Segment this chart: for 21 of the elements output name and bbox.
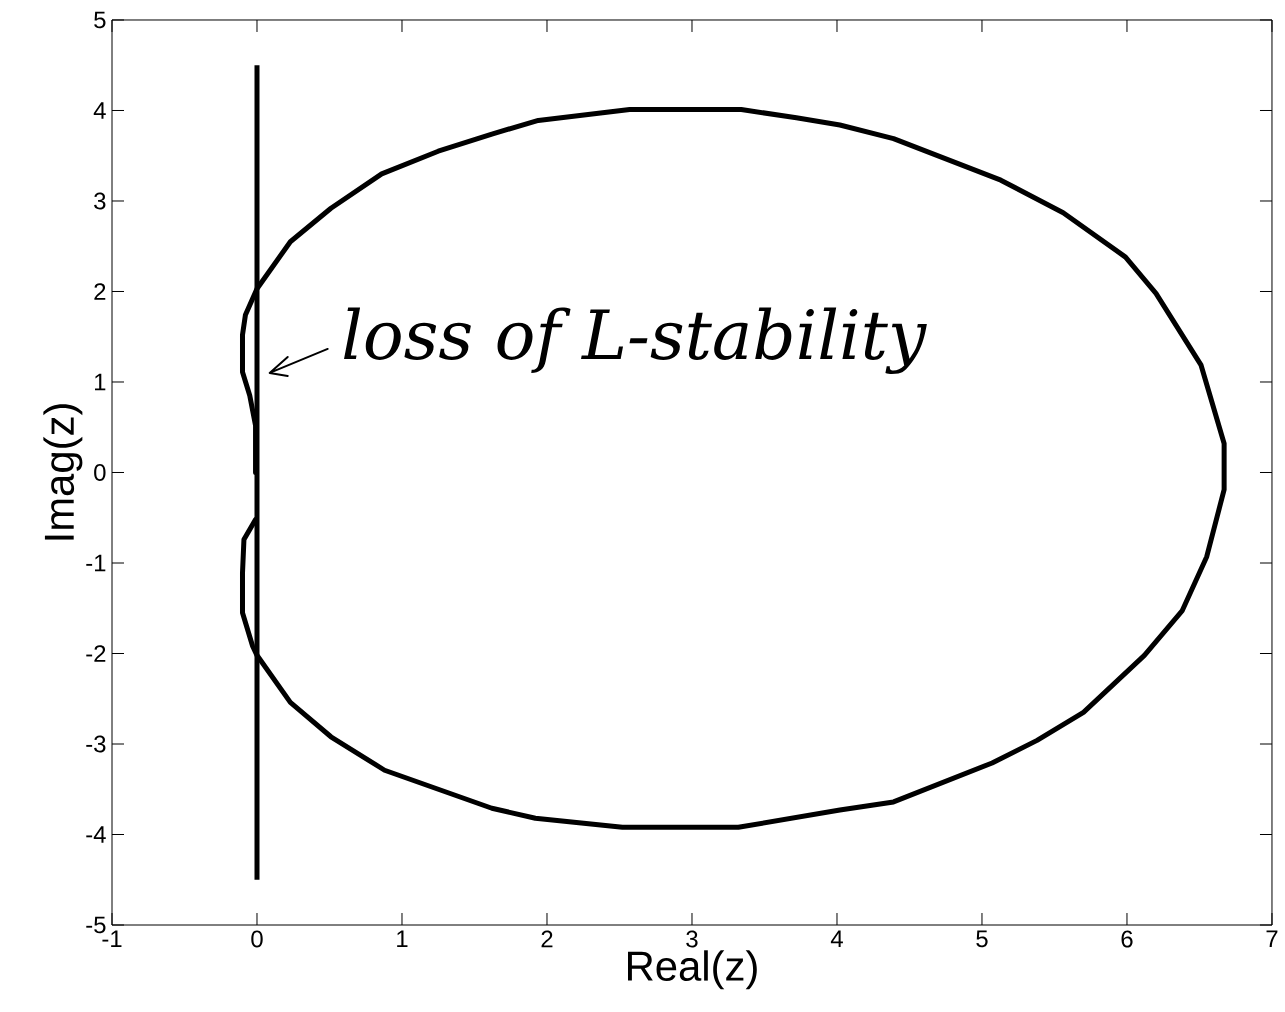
annotation: loss of L-stability bbox=[344, 307, 927, 374]
x-tick-label: 5 bbox=[976, 930, 988, 948]
y-tick-label: 4 bbox=[93, 102, 106, 119]
x-tick-label: 0 bbox=[251, 930, 263, 948]
y-tick-label: -2 bbox=[86, 645, 106, 662]
x-tick-label: 4 bbox=[830, 930, 843, 947]
x-tick-label: 6 bbox=[1121, 930, 1133, 948]
x-tick-label: 2 bbox=[541, 930, 553, 948]
y-tick-label: -1 bbox=[86, 554, 106, 572]
y-tick-label: -4 bbox=[86, 826, 106, 843]
x-tick-label: 1 bbox=[397, 930, 408, 947]
x-tick-label: 7 bbox=[1266, 930, 1278, 947]
y-tick-label: 1 bbox=[95, 373, 106, 391]
x-axis-title: Real(z) bbox=[628, 950, 757, 990]
y-tick-label: 5 bbox=[94, 11, 106, 29]
y-tick-label: 2 bbox=[94, 283, 106, 300]
y-axis-title: Imag(z) bbox=[43, 404, 83, 540]
y-tick-label: 0 bbox=[94, 464, 106, 481]
y-tick-label: 3 bbox=[94, 192, 106, 210]
x-tick-label: 3 bbox=[686, 930, 698, 948]
y-tick-label: -3 bbox=[86, 735, 106, 753]
